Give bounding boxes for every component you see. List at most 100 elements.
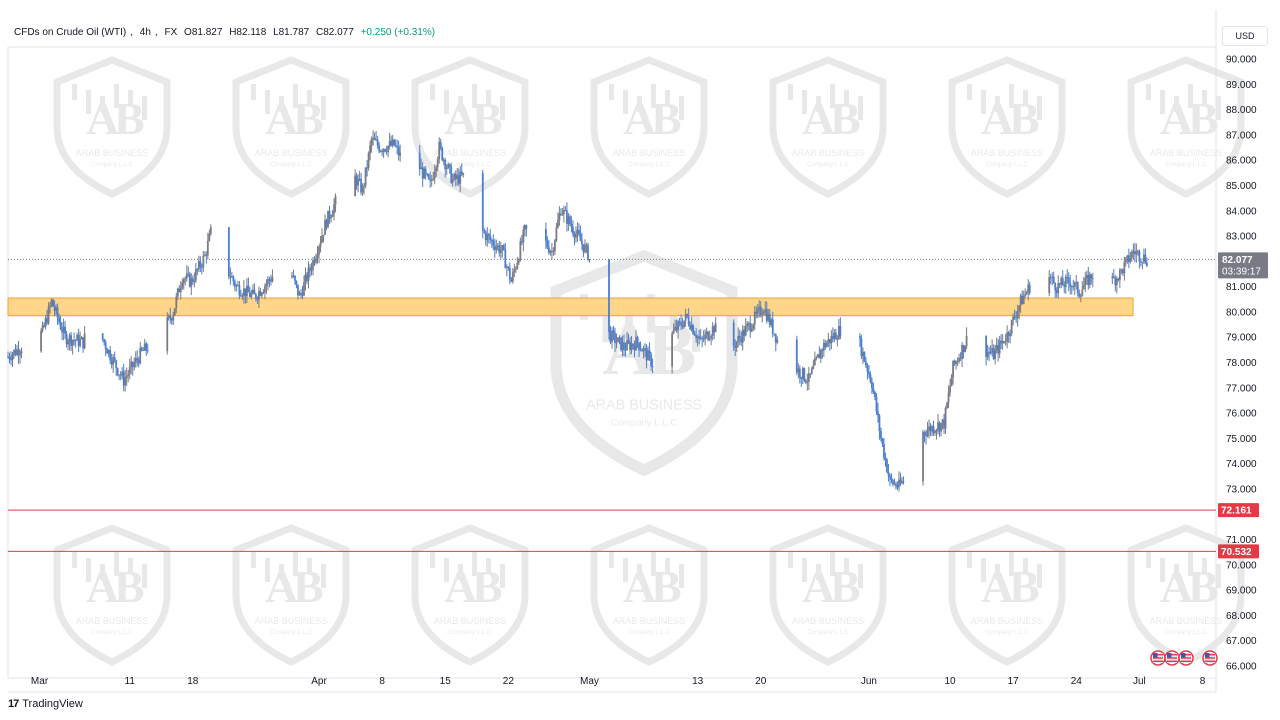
watermark-candle bbox=[830, 84, 835, 108]
candle-body bbox=[962, 345, 965, 352]
current-price-tag[interactable] bbox=[1218, 252, 1268, 279]
us-flag-event-icon[interactable] bbox=[1150, 650, 1166, 666]
candle-body bbox=[203, 254, 206, 256]
watermark-candle bbox=[802, 90, 807, 114]
candle-body bbox=[59, 322, 62, 330]
candle-body bbox=[546, 240, 549, 248]
candle-body bbox=[40, 330, 42, 352]
candle-body bbox=[1145, 262, 1148, 266]
watermark-candle bbox=[637, 564, 642, 580]
price-tick-label: 90.000 bbox=[1226, 55, 1257, 66]
watermark-title: ARAB BUSINESS bbox=[971, 148, 1044, 158]
watermark-subtitle: Company L.L.C bbox=[270, 630, 312, 636]
us-flag-event-icon[interactable] bbox=[1164, 650, 1180, 666]
tradingview-logo-icon: 17 bbox=[8, 698, 19, 710]
flag-stripe bbox=[1153, 660, 1163, 662]
us-flag-event-icon[interactable] bbox=[1178, 650, 1194, 666]
candle-body bbox=[836, 339, 839, 341]
tradingview-brand[interactable]: 17 TradingView bbox=[8, 698, 83, 710]
candle-body bbox=[264, 286, 266, 293]
watermark-shield-icon: AB ARAB BUSINESS Company L.L.C bbox=[411, 524, 529, 666]
current-price-label: 82.077 bbox=[1222, 255, 1253, 266]
watermark-subtitle: Company L.L.C bbox=[91, 162, 133, 168]
candle-body bbox=[795, 339, 798, 373]
candle-body bbox=[13, 349, 15, 355]
watermark-letters: B bbox=[651, 561, 682, 612]
symbol-name[interactable]: CFDs on Crude Oil (WTI) bbox=[14, 27, 127, 38]
candle-body bbox=[1126, 255, 1129, 259]
watermark-candle bbox=[1009, 84, 1014, 108]
candle-body bbox=[1055, 290, 1058, 294]
candle-body bbox=[714, 322, 717, 333]
flag-canton bbox=[1205, 653, 1210, 658]
symbol-legend: CFDs on Crude Oil (WTI), 4h, FX O81.827 … bbox=[14, 27, 436, 38]
watermark-shield-icon: AB ARAB BUSINESS Company L.L.C bbox=[769, 524, 887, 666]
candle-body bbox=[1133, 251, 1136, 255]
candle-body bbox=[753, 311, 756, 325]
candle-body bbox=[1016, 311, 1019, 319]
interval-label[interactable]: 4h bbox=[139, 27, 151, 38]
candle-body bbox=[767, 314, 770, 321]
watermark-letters: A bbox=[86, 93, 119, 144]
price-axis[interactable]: 90.000 89.000 88.000 87.000 86.000 85.000 84.0… bbox=[1218, 55, 1268, 673]
candle-body bbox=[181, 283, 184, 288]
time-tick-label: 17 bbox=[1008, 676, 1020, 687]
watermark-candle bbox=[995, 564, 1000, 580]
candle-body bbox=[504, 249, 507, 269]
watermark-letters: A bbox=[265, 93, 298, 144]
watermark-candle bbox=[321, 564, 326, 588]
watermark-shield-icon: AB ARAB BUSINESS Company L.L.C bbox=[53, 524, 171, 666]
candle-body bbox=[56, 307, 59, 318]
candle-body bbox=[617, 337, 619, 343]
candle-body bbox=[991, 348, 994, 354]
watermark-letters: B bbox=[472, 93, 503, 144]
us-flag-event-icon[interactable] bbox=[1202, 650, 1218, 666]
candle-body bbox=[922, 432, 924, 482]
candle-body bbox=[609, 331, 612, 343]
candle-body bbox=[486, 233, 489, 241]
candle-body bbox=[191, 278, 194, 282]
candle-body bbox=[629, 342, 631, 350]
candle-body bbox=[49, 305, 51, 307]
candle-body bbox=[133, 363, 136, 368]
candle-body bbox=[830, 335, 833, 344]
candle-body bbox=[1027, 284, 1030, 293]
candle-body bbox=[608, 259, 610, 332]
watermark-candle bbox=[788, 552, 793, 568]
watermark-candle bbox=[1202, 90, 1207, 106]
watermark-title: ARAB BUSINESS bbox=[434, 148, 507, 158]
candle-body bbox=[256, 298, 259, 300]
candle-body bbox=[520, 241, 523, 243]
candle-body bbox=[708, 338, 711, 340]
candle-body bbox=[232, 276, 235, 282]
candle-body bbox=[271, 277, 274, 282]
candle-body bbox=[581, 240, 583, 245]
candle-body bbox=[1060, 278, 1063, 285]
candle-body bbox=[451, 179, 454, 183]
candle-body bbox=[994, 349, 997, 360]
candle-body bbox=[47, 306, 50, 323]
candle-body bbox=[711, 326, 714, 336]
candle-body bbox=[262, 292, 265, 294]
candle-body bbox=[681, 325, 684, 328]
candle-body bbox=[824, 342, 827, 348]
time-axis[interactable]: Mar 11 18 Apr 8 15 22 May 13 20 Jun 10 17 24 Jul 8 bbox=[31, 676, 1206, 687]
shield-outline bbox=[948, 56, 1066, 198]
support-price-tag[interactable] bbox=[1218, 544, 1259, 559]
candle-body bbox=[554, 240, 556, 251]
currency-button[interactable]: USD bbox=[1222, 26, 1268, 46]
economic-events[interactable] bbox=[1150, 650, 1218, 666]
candle-body bbox=[752, 324, 755, 330]
candle-body bbox=[1070, 286, 1073, 288]
shield-outline bbox=[590, 56, 708, 198]
candle-body bbox=[459, 171, 462, 184]
watermark-title: ARAB BUSINESS bbox=[255, 616, 328, 626]
candle-body bbox=[355, 175, 358, 186]
support-price-tag[interactable] bbox=[1218, 503, 1259, 518]
support-price-label: 72.161 bbox=[1221, 506, 1252, 517]
candle-body bbox=[44, 318, 47, 327]
watermark-candle bbox=[858, 96, 863, 120]
candle-body bbox=[1142, 254, 1145, 262]
